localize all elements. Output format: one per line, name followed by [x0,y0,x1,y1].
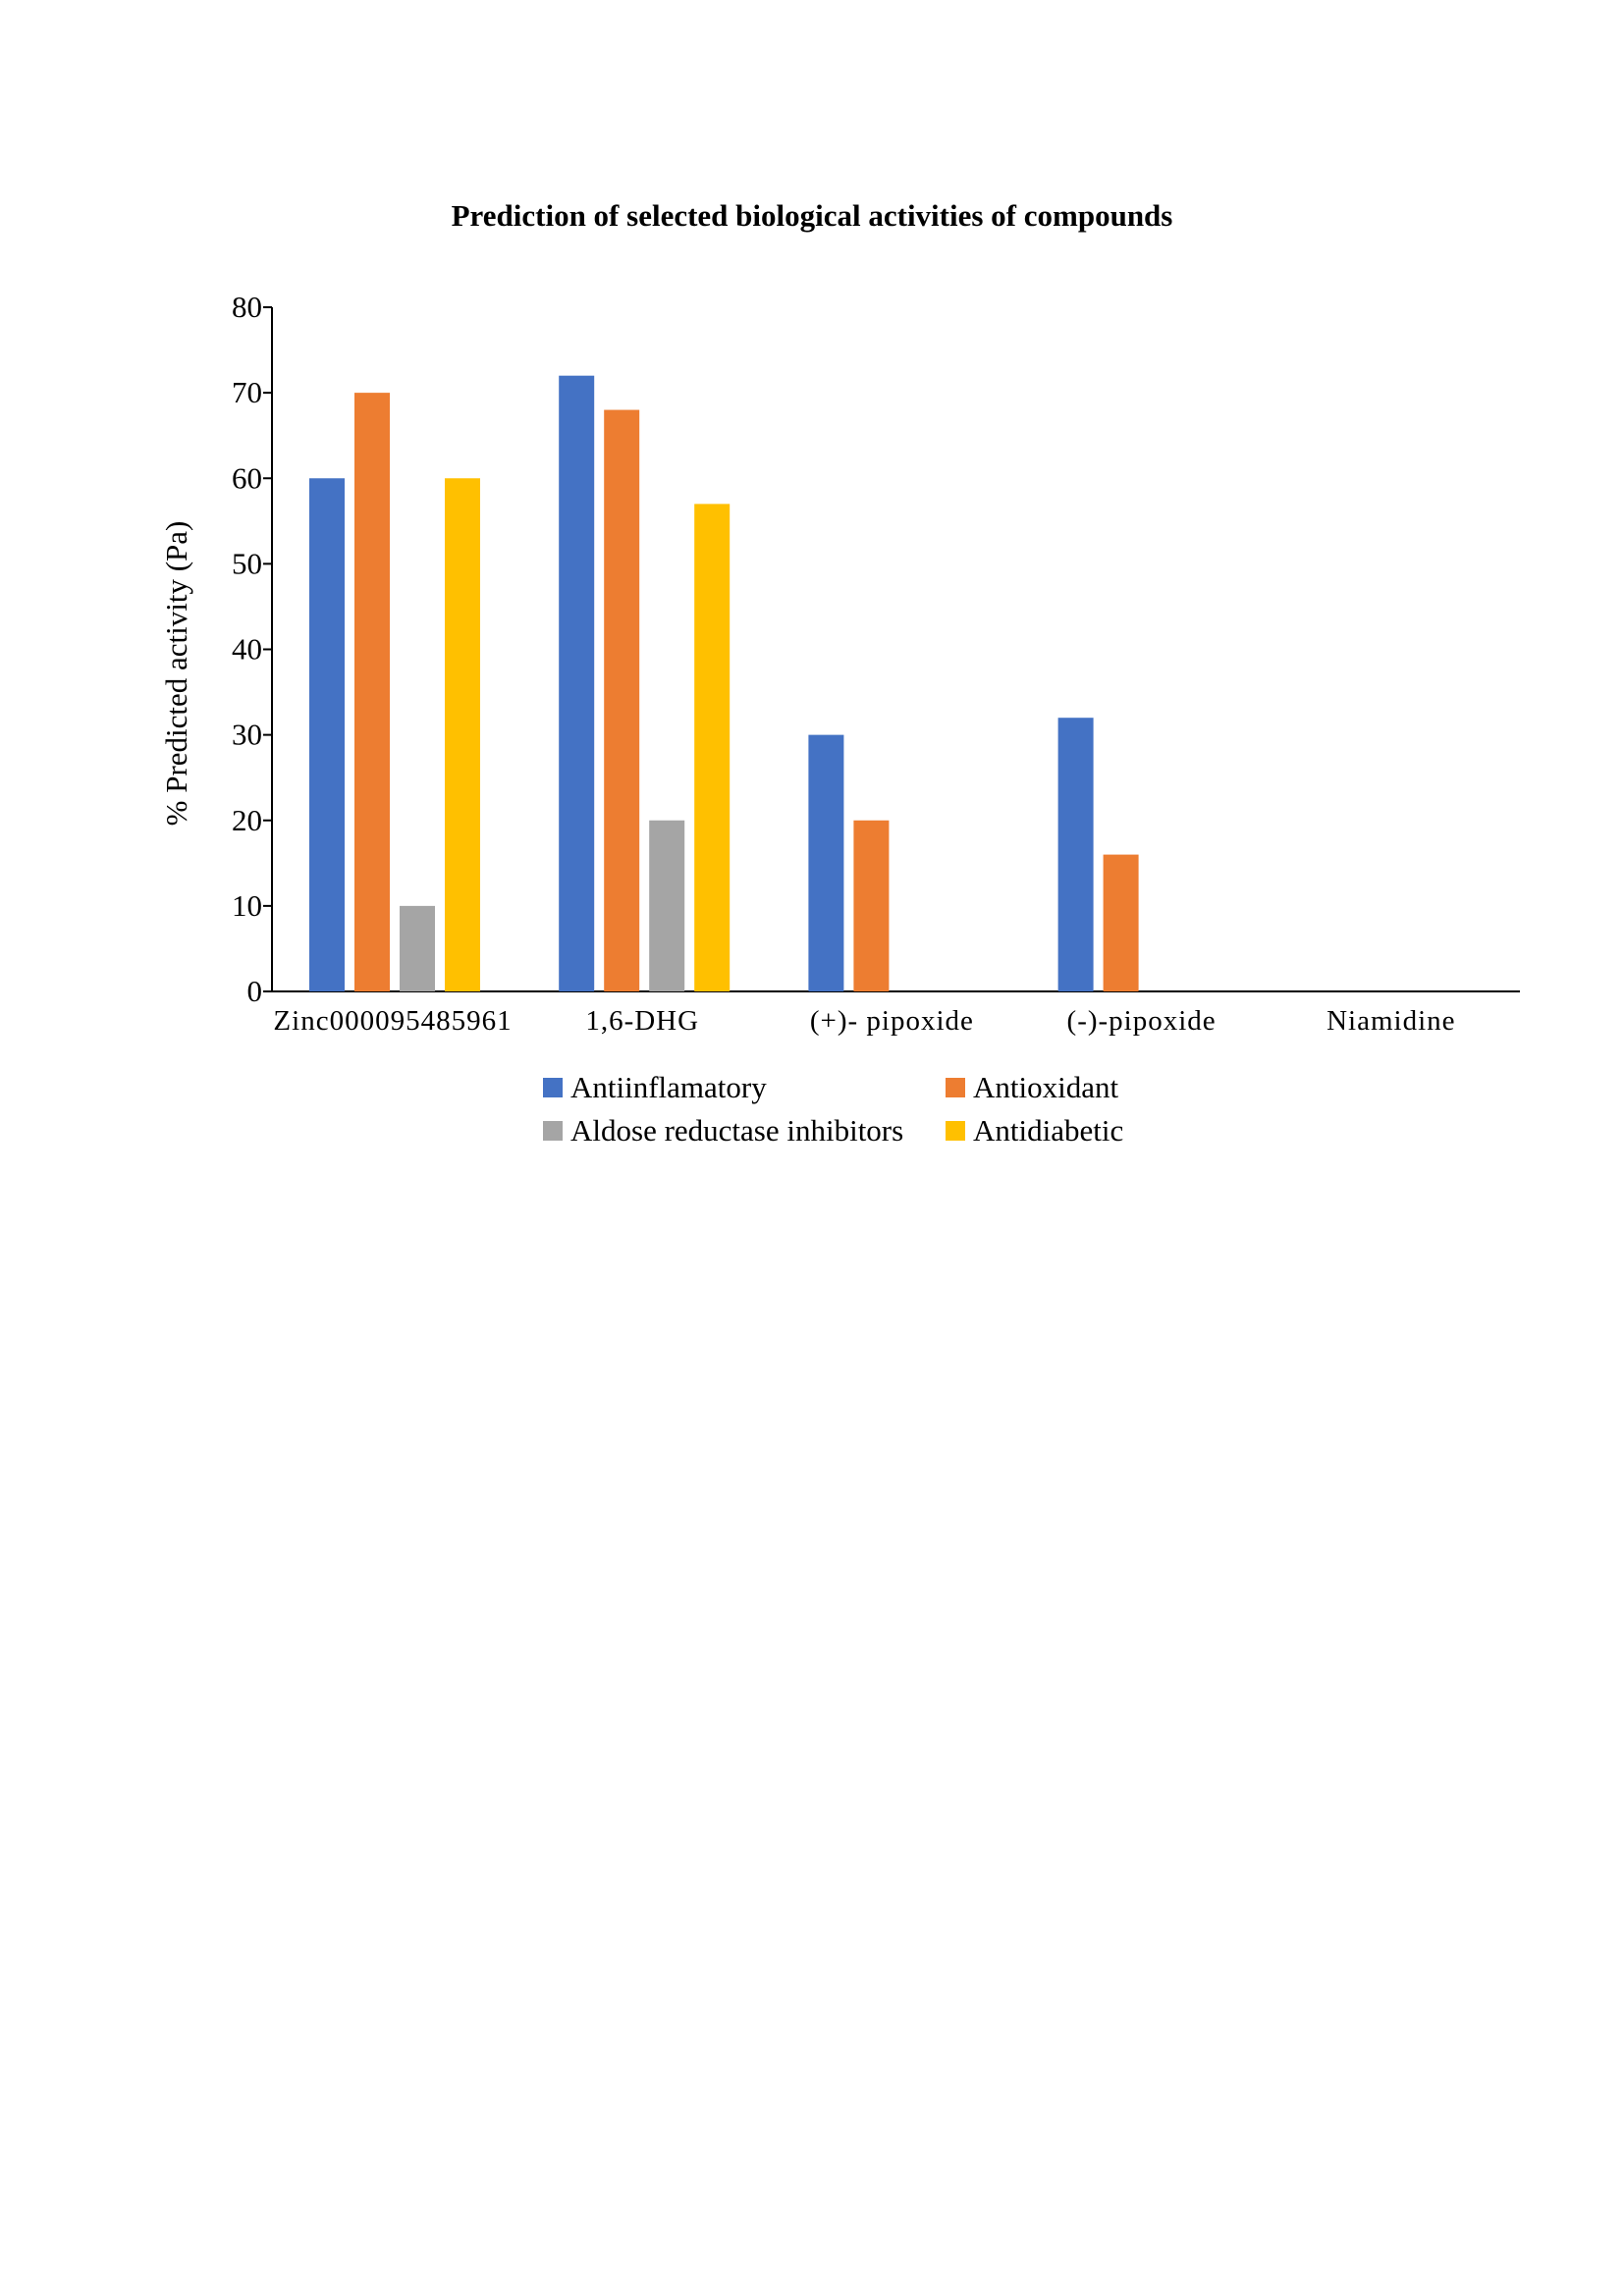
bar-3-0 [1057,718,1094,991]
legend-label: Aldose reductase inhibitors [570,1113,903,1148]
y-tick-label: 20 [232,803,262,837]
bar-0-1 [354,393,390,991]
y-tick-label: 10 [232,888,262,923]
bar-1-0 [559,375,595,991]
bar-0-3 [445,478,480,991]
y-tick-label: 30 [232,718,262,752]
legend-swatch [946,1078,965,1097]
bar-0-0 [309,478,345,991]
bar-3-1 [1103,854,1139,991]
legend-label: Antidiabetic [973,1113,1123,1148]
y-tick-label: 0 [247,974,263,1008]
category-label: Zinc000095485961 [273,1005,512,1037]
category-label: (+)- pipoxide [810,1005,974,1037]
y-tick-label: 80 [232,290,262,324]
bar-0-2 [400,905,435,991]
y-tick-label: 50 [232,546,262,580]
bar-1-2 [649,820,685,991]
legend-label: Antiinflamatory [570,1070,767,1104]
legend-swatch [543,1078,563,1097]
category-label: 1,6-DHG [585,1005,699,1037]
legend-label: Antioxidant [973,1070,1118,1104]
legend-swatch [946,1121,965,1141]
bar-1-1 [604,409,640,991]
bar-2-0 [808,734,844,991]
bars [309,375,1139,991]
category-label: (-)-pipoxide [1067,1005,1217,1037]
y-ticks: 0 10 20 30 40 50 60 70 80 [232,290,272,1008]
y-tick-label: 40 [232,632,262,667]
bar-2-1 [853,820,890,991]
y-tick-label: 70 [232,375,262,409]
y-tick-label: 60 [232,460,262,495]
category-label: Niamidine [1326,1005,1455,1037]
chart-title: Prediction of selected biological activi… [452,198,1173,233]
legend-swatch [543,1121,563,1141]
category-labels: Zinc000095485961 1,6-DHG (+)- pipoxide (-)-… [273,1005,1455,1037]
bar-1-3 [694,504,731,991]
legend: Antiinflamatory Antioxidant Aldose reducta… [543,1070,1123,1148]
y-axis-label: % Predicted activity (Pa) [159,521,193,827]
